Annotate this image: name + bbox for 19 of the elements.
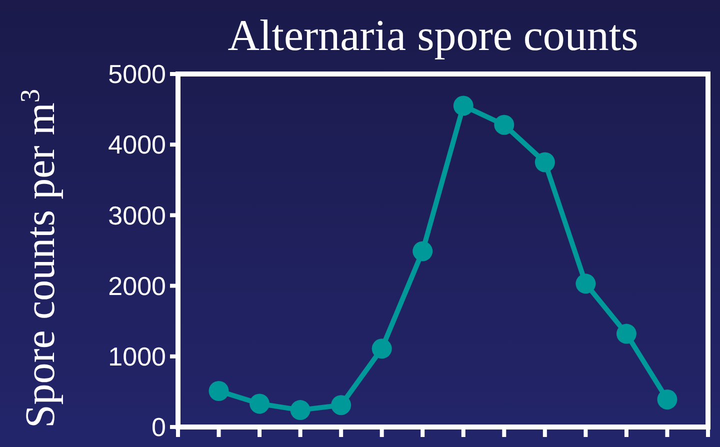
y-tick-label: 3000 [108, 200, 166, 230]
y-tick-label: 5000 [108, 59, 166, 90]
y-tick-label: 0 [152, 412, 166, 442]
point [208, 380, 229, 401]
y-tick-label: 2000 [108, 270, 166, 301]
point [616, 324, 636, 344]
point [290, 400, 310, 420]
point [534, 152, 555, 172]
point [331, 395, 352, 416]
point [372, 338, 392, 359]
y-tick-label: 1000 [108, 342, 166, 372]
point [250, 394, 270, 414]
point [576, 274, 596, 294]
point [453, 96, 474, 116]
y-tick-label: 4000 [108, 130, 166, 160]
point [412, 241, 433, 262]
point [657, 389, 678, 410]
chart-title: Alternaria spore counts [228, 11, 638, 60]
point [494, 114, 514, 135]
